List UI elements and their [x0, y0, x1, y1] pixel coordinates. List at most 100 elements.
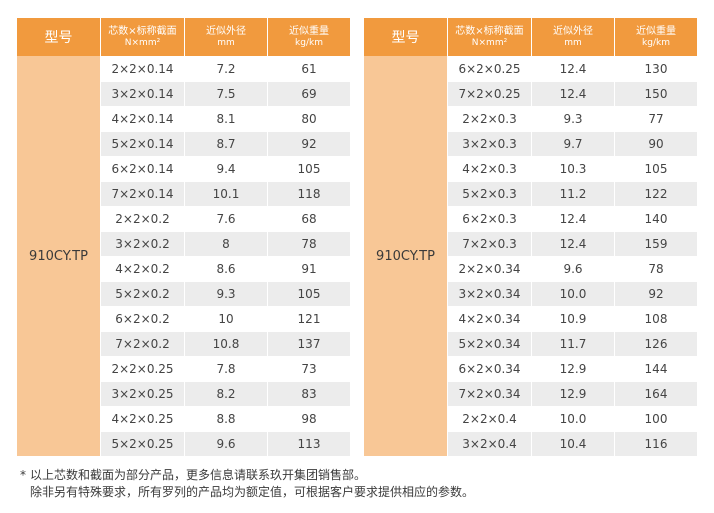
spec-table-left: 型号 芯数×标称截面 N×mm² 近似外径 mm 近似重量 kg/km 910CY.T… — [17, 18, 350, 456]
diameter-cell: 12.9 — [531, 356, 614, 381]
table-row: 3×2×0.3 9.7 90 — [364, 131, 697, 156]
weight-cell: 92 — [267, 131, 350, 156]
table-row: 3×2×0.34 10.0 92 — [364, 281, 697, 306]
weight-cell: 121 — [267, 306, 350, 331]
weight-cell: 122 — [614, 181, 697, 206]
diameter-cell: 11.7 — [531, 331, 614, 356]
weight-cell: 83 — [267, 381, 350, 406]
diameter-cell: 8.2 — [184, 381, 267, 406]
section-cell: 6×2×0.2 — [100, 306, 184, 331]
section-cell: 2×2×0.4 — [447, 406, 531, 431]
footnote-1: * 以上芯数和截面为部分产品，更多信息请联系玖开集团销售部。 — [20, 467, 474, 484]
table-row: 5×2×0.3 11.2 122 — [364, 181, 697, 206]
section-cell: 7×2×0.2 — [100, 331, 184, 356]
diameter-cell: 8.7 — [184, 131, 267, 156]
diameter-cell: 10.0 — [531, 281, 614, 306]
weight-cell: 61 — [267, 56, 350, 81]
section-cell: 4×2×0.34 — [447, 306, 531, 331]
table-row: 4×2×0.2 8.6 91 — [17, 256, 350, 281]
diameter-cell: 7.2 — [184, 56, 267, 81]
diameter-cell: 9.7 — [531, 131, 614, 156]
diameter-cell: 8.8 — [184, 406, 267, 431]
weight-cell: 91 — [267, 256, 350, 281]
diameter-cell: 8.6 — [184, 256, 267, 281]
weight-cell: 105 — [614, 156, 697, 181]
section-cell: 5×2×0.3 — [447, 181, 531, 206]
section-cell: 5×2×0.25 — [100, 431, 184, 456]
diameter-cell: 7.6 — [184, 206, 267, 231]
section-cell: 4×2×0.14 — [100, 106, 184, 131]
table-row: 910CY.TP 6×2×0.25 12.4 130 — [364, 56, 697, 456]
weight-cell: 130 — [614, 56, 697, 81]
section-cell: 5×2×0.34 — [447, 331, 531, 356]
section-cell: 6×2×0.14 — [100, 156, 184, 181]
section-cell: 6×2×0.3 — [447, 206, 531, 231]
diameter-cell: 11.2 — [531, 181, 614, 206]
section-cell: 5×2×0.14 — [100, 131, 184, 156]
model-header: 型号 — [364, 18, 447, 56]
table-header-row: 型号 芯数×标称截面 N×mm² 近似外径 mm 近似重量 kg/km — [364, 18, 697, 56]
weight-cell: 68 — [267, 206, 350, 231]
section-cell: 2×2×0.3 — [447, 106, 531, 131]
diameter-cell: 9.3 — [184, 281, 267, 306]
table-row: 3×2×0.25 8.2 83 — [17, 381, 350, 406]
weight-cell: 78 — [267, 231, 350, 256]
weight-cell: 90 — [614, 131, 697, 156]
section-cell: 3×2×0.34 — [447, 281, 531, 306]
footnote-1-text: 以上芯数和截面为部分产品，更多信息请联系玖开集团销售部。 — [30, 468, 367, 482]
weight-cell: 69 — [267, 81, 350, 106]
weight-cell: 126 — [614, 331, 697, 356]
table-row: 2×2×0.4 10.0 100 — [364, 406, 697, 431]
diameter-header-unit: mm — [564, 37, 582, 48]
section-cell: 4×2×0.3 — [447, 156, 531, 181]
table-row: 7×2×0.25 12.4 150 — [364, 81, 697, 106]
diameter-cell: 7.5 — [184, 81, 267, 106]
section-header-label: 芯数×标称截面 — [108, 25, 177, 37]
table-row: 6×2×0.3 12.4 140 — [364, 206, 697, 231]
diameter-cell: 10 — [184, 306, 267, 331]
section-cell: 7×2×0.34 — [447, 381, 531, 406]
diameter-cell: 12.9 — [531, 381, 614, 406]
weight-header: 近似重量 kg/km — [267, 18, 350, 56]
table-row: 5×2×0.2 9.3 105 — [17, 281, 350, 306]
diameter-cell: 9.6 — [531, 256, 614, 281]
section-cell: 3×2×0.14 — [100, 81, 184, 106]
diameter-cell: 10.3 — [531, 156, 614, 181]
model-cell: 910CY.TP — [364, 56, 447, 456]
model-cell: 910CY.TP — [17, 56, 100, 456]
table-row: 910CY.TP 2×2×0.14 7.2 61 — [17, 56, 350, 456]
table-header-row: 型号 芯数×标称截面 N×mm² 近似外径 mm 近似重量 kg/km — [17, 18, 350, 56]
table-row: 4×2×0.25 8.8 98 — [17, 406, 350, 431]
table-row: 7×2×0.14 10.1 118 — [17, 181, 350, 206]
table-body: 910CY.TP 2×2×0.14 7.2 61 3×2×0.14 7.5 69 4×2×0.… — [17, 56, 350, 456]
weight-cell: 113 — [267, 431, 350, 456]
section-cell: 2×2×0.25 — [100, 356, 184, 381]
diameter-cell: 12.4 — [531, 81, 614, 106]
diameter-cell: 12.4 — [531, 56, 614, 81]
weight-cell: 108 — [614, 306, 697, 331]
table-row: 3×2×0.2 8 78 — [17, 231, 350, 256]
table-row: 6×2×0.14 9.4 105 — [17, 156, 350, 181]
diameter-cell: 10.1 — [184, 181, 267, 206]
weight-cell: 150 — [614, 81, 697, 106]
weight-cell: 77 — [614, 106, 697, 131]
weight-cell: 164 — [614, 381, 697, 406]
footnotes: * 以上芯数和截面为部分产品，更多信息请联系玖开集团销售部。 除非另有特殊要求，所… — [20, 467, 474, 501]
table-row: 5×2×0.14 8.7 92 — [17, 131, 350, 156]
section-cell: 3×2×0.2 — [100, 231, 184, 256]
section-cell: 3×2×0.25 — [100, 381, 184, 406]
table-body: 910CY.TP 6×2×0.25 12.4 130 7×2×0.25 12.4 150 2×… — [364, 56, 697, 456]
diameter-cell: 10.0 — [531, 406, 614, 431]
diameter-header: 近似外径 mm — [531, 18, 614, 56]
table-row: 7×2×0.34 12.9 164 — [364, 381, 697, 406]
section-cell: 7×2×0.25 — [447, 81, 531, 106]
table-row: 2×2×0.2 7.6 68 — [17, 206, 350, 231]
table-row: 7×2×0.3 12.4 159 — [364, 231, 697, 256]
table-row: 3×2×0.4 10.4 116 — [364, 431, 697, 456]
section-cell: 2×2×0.34 — [447, 256, 531, 281]
table-row: 5×2×0.34 11.7 126 — [364, 331, 697, 356]
section-cell: 4×2×0.2 — [100, 256, 184, 281]
diameter-cell: 9.3 — [531, 106, 614, 131]
table-row: 4×2×0.34 10.9 108 — [364, 306, 697, 331]
diameter-cell: 10.4 — [531, 431, 614, 456]
